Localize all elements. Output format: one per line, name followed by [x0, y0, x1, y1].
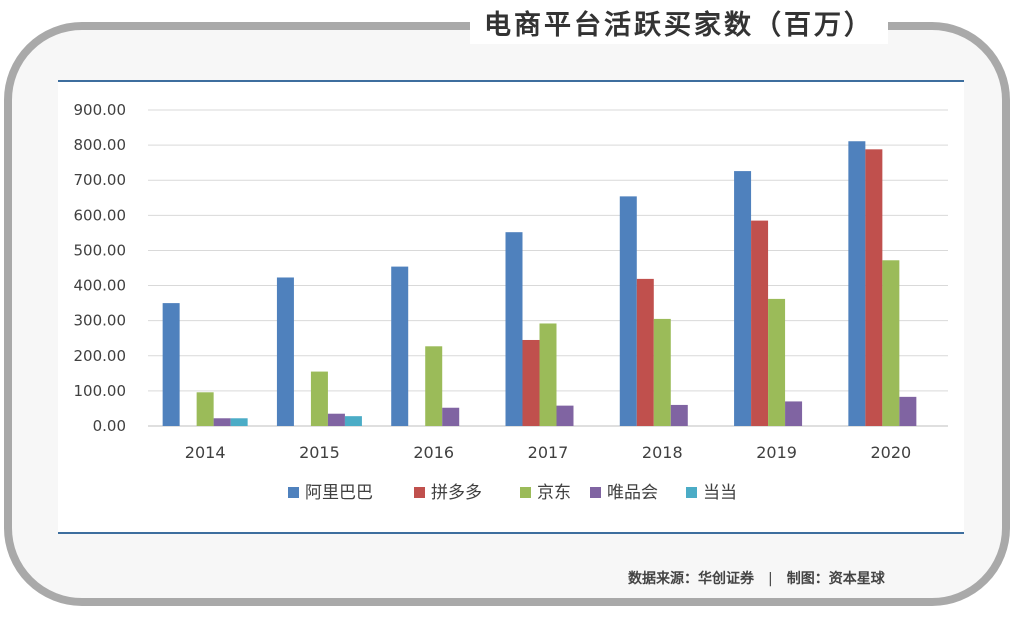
- y-tick-label: 600.00: [74, 206, 127, 224]
- legend-swatch-拼多多: [414, 487, 425, 498]
- y-tick-label: 500.00: [74, 241, 127, 259]
- bar-阿里巴巴-2016: [391, 266, 409, 426]
- footer: 数据来源：华创证券 | 制图：资本星球: [628, 568, 885, 588]
- bar-唯品会-2014: [213, 418, 231, 426]
- bar-阿里巴巴-2017: [505, 232, 523, 426]
- x-tick-label: 2017: [528, 443, 569, 462]
- bar-阿里巴巴-2014: [162, 303, 180, 426]
- source-text: 数据来源：华创证券: [628, 571, 754, 587]
- legend-swatch-京东: [520, 487, 531, 498]
- legend-label: 拼多多: [431, 483, 482, 503]
- bar-拼多多-2017: [522, 339, 540, 426]
- bar-阿里巴巴-2020: [848, 141, 866, 426]
- title-container: 电商平台活跃买家数（百万）: [470, 0, 888, 44]
- bar-阿里巴巴-2018: [619, 196, 637, 426]
- legend-label: 京东: [537, 483, 571, 503]
- bar-唯品会-2017: [556, 405, 574, 426]
- bar-当当-2015: [344, 416, 362, 426]
- bar-拼多多-2019: [751, 220, 769, 426]
- legend-label: 阿里巴巴: [305, 483, 373, 503]
- bar-京东-2017: [539, 323, 557, 426]
- y-tick-label: 700.00: [74, 171, 127, 189]
- y-tick-label: 900.00: [74, 101, 127, 119]
- chart-title: 电商平台活跃买家数（百万）: [484, 9, 874, 41]
- bar-拼多多-2018: [636, 278, 654, 426]
- bar-唯品会-2019: [785, 401, 803, 426]
- bar-拼多多-2020: [865, 149, 883, 426]
- x-tick-label: 2015: [299, 443, 340, 462]
- y-tick-label: 100.00: [74, 382, 127, 400]
- x-tick-label: 2018: [642, 443, 683, 462]
- bar-京东-2018: [653, 318, 671, 426]
- bar-唯品会-2018: [670, 404, 688, 426]
- x-tick-label: 2019: [756, 443, 797, 462]
- y-tick-label: 300.00: [74, 312, 127, 330]
- bar-阿里巴巴-2019: [734, 171, 752, 426]
- bar-京东-2014: [196, 392, 214, 426]
- x-tick-label: 2020: [870, 443, 911, 462]
- legend-swatch-阿里巴巴: [288, 487, 299, 498]
- y-tick-label: 0.00: [93, 417, 126, 435]
- legend-swatch-当当: [686, 487, 697, 498]
- bar-当当-2014: [230, 418, 248, 426]
- bar-唯品会-2020: [899, 396, 917, 426]
- bar-京东-2015: [310, 371, 328, 426]
- legend-label: 当当: [703, 483, 737, 503]
- y-tick-label: 800.00: [74, 136, 127, 154]
- x-tick-label: 2014: [185, 443, 226, 462]
- bar-唯品会-2016: [442, 407, 460, 426]
- legend-label: 唯品会: [607, 483, 658, 503]
- footer-separator: |: [768, 571, 773, 587]
- x-tick-label: 2016: [413, 443, 454, 462]
- legend-swatch-唯品会: [590, 487, 601, 498]
- maker-text: 制图：资本星球: [786, 571, 885, 587]
- y-tick-label: 200.00: [74, 347, 127, 365]
- bar-京东-2019: [768, 298, 786, 426]
- bar-阿里巴巴-2015: [276, 277, 294, 426]
- bar-唯品会-2015: [327, 413, 345, 426]
- y-tick-label: 400.00: [74, 277, 127, 295]
- bar-京东-2016: [425, 346, 443, 426]
- bar-京东-2020: [882, 260, 900, 426]
